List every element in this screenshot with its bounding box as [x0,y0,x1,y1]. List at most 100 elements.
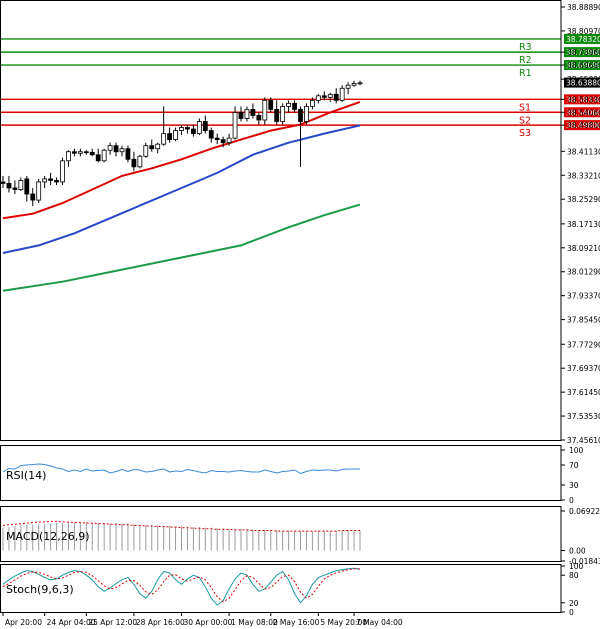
candle-body [48,178,53,181]
candle-body [72,151,77,154]
panel-title: MACD(12,26,9) [6,530,90,543]
candle-body [89,151,95,156]
candle-body [173,130,178,141]
price-tick-label: 37.45610 [567,436,600,445]
candle-body [256,115,262,121]
level-value-box [564,60,600,71]
candle-body [244,109,250,119]
time-tick-label: 5 May 20:00 [320,618,367,627]
candle-body [202,121,208,131]
level-name-r3: R3 [519,42,532,53]
candle-body [161,133,167,145]
panel-tick-label: 0.00 [569,546,586,555]
level-value-label: 38.54060 [566,108,600,117]
candle-body [214,137,220,141]
candle-body [357,82,363,85]
price-tick-label: 38.73960 [567,48,600,57]
candle-body [6,183,12,189]
panel-tick-label: 0 [569,496,574,505]
level-value-box [564,107,600,118]
time-tick-label: 1 May 08:00 [231,618,278,627]
panel-tick-label: 0.069223 [569,507,600,516]
candle-body [54,180,59,183]
candle-body [196,121,202,134]
price-tick-label: 38.41130 [567,147,600,156]
price-tick-label: 37.69370 [567,364,600,373]
panel-frame [0,564,562,613]
candle-body [238,112,244,119]
panel-tick-label: 100 [569,562,584,571]
candle-body [226,137,232,144]
candle-body [0,181,6,184]
level-name-s3: S3 [519,128,531,139]
candle-body [167,133,173,141]
price-tick-label: 38.58330 [567,95,600,104]
last-price-box [564,77,600,88]
time-tick-label: 28 Apr 16:00 [136,618,185,627]
panel-tick-label: 70 [569,461,579,470]
candle-body [155,143,161,150]
candle-body [298,109,303,122]
candle-body [339,87,345,101]
candle-body [113,145,119,153]
candle-body [179,127,184,131]
macd-panel: 0.069223 0.00 -0.018437 MACD(12,26,9) [2,507,600,566]
price-tick-label: 38.17130 [567,220,600,229]
price-tick-label: 38.69690 [567,61,600,70]
level-value-box [564,47,600,58]
time-tick-label: 30 Apr 00:00 [184,618,233,627]
time-tick-label: Apr 20:00 [5,618,42,627]
candle-body [95,154,101,162]
candle-body [137,155,143,168]
candle-body [315,95,321,101]
ma-slow-line [2,203,361,292]
panel-tick-label: 20 [569,599,579,608]
candle-body [286,102,292,107]
level-value-box [564,33,600,44]
candle-body [274,109,280,122]
candle-body [268,99,274,110]
candle-body [190,128,196,134]
panel-frames [0,0,562,613]
candle-body [232,112,238,139]
candle-body [327,93,333,98]
stoch-d-line [2,568,360,603]
level-name-s2: S2 [519,115,531,126]
time-tick-label: 25 Apr 12:00 [88,618,137,627]
candle-body [60,160,65,183]
panel-frame [0,506,562,562]
level-name-r2: R2 [519,55,532,66]
candle-body [185,127,190,130]
time-tick-label: 24 Apr 04:00 [47,618,96,627]
level-value-label: 38.73960 [566,48,600,57]
ma-mid-line [2,124,361,254]
candle-body [66,151,71,162]
price-axis: 38.8889038.8097038.7396038.6969038.65000… [561,3,600,445]
price-tick-label: 37.53530 [567,412,600,421]
candle-body [18,180,24,190]
candle-body [149,145,155,150]
price-tick-label: 38.01290 [567,268,600,277]
price-tick-label: 38.88890 [567,3,600,12]
candle-body [208,130,214,139]
candle-body [280,105,286,122]
panel-frame [0,445,562,501]
candle-body [250,109,256,116]
price-tick-label: 37.93370 [567,292,600,301]
candle-body [309,99,315,107]
candle-body [42,178,48,183]
price-tick-label: 37.77290 [567,340,600,349]
level-value-box [564,120,600,131]
panel-tick-label: -0.018437 [569,557,600,566]
candle-body [345,84,351,89]
candle-body [292,102,297,110]
candle-body [119,148,125,153]
candle-body [24,178,30,195]
panel-title: Stoch(9,6,3) [6,583,74,596]
level-value-label: 38.69690 [566,61,600,70]
rsi-line [2,463,360,475]
panel-tick-label: 30 [569,481,579,490]
